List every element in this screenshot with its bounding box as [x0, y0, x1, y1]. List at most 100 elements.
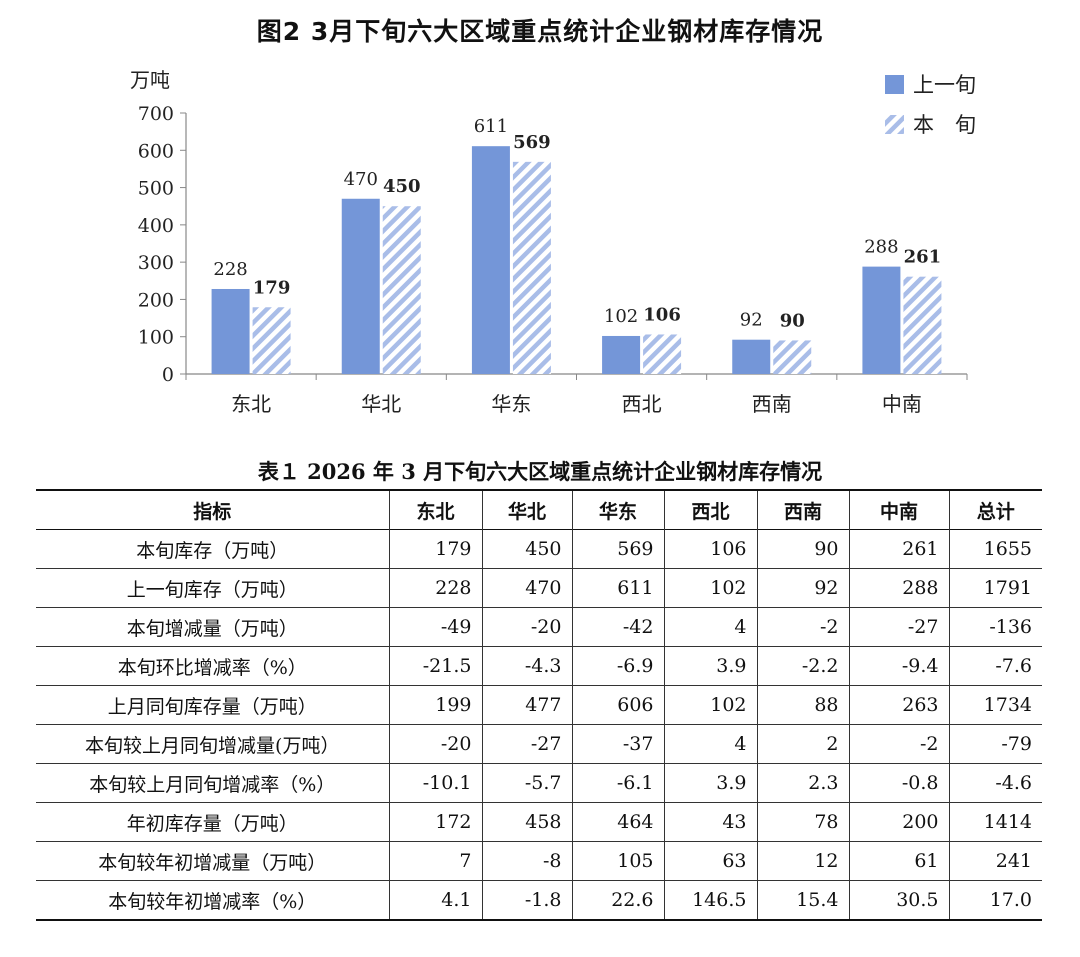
row-label: 本旬环比增减率（%） — [36, 646, 390, 686]
y-tick-label: 0 — [162, 364, 174, 386]
row-label: 本旬较年初增减率（%） — [36, 880, 390, 920]
row-label: 年初库存量（万吨） — [36, 802, 390, 842]
table-cell: -20 — [389, 724, 483, 764]
x-tick-label: 西南 — [752, 392, 792, 416]
y-tick-label: 500 — [138, 178, 174, 200]
table-row: 上一旬库存（万吨） 228 470 611 102 92 288 1791 — [36, 568, 1042, 608]
bar-previous-4 — [602, 335, 641, 374]
x-tick-label: 华北 — [361, 392, 401, 416]
table-cell: -49 — [389, 607, 483, 647]
table-cell: -20 — [482, 607, 573, 647]
table-cell: 88 — [757, 685, 850, 725]
table-cell: 7 — [389, 841, 483, 881]
header-cell: 总计 — [976, 500, 1015, 523]
table-cell: 102 — [664, 568, 758, 608]
header-cell: 指标 — [36, 490, 390, 530]
table-cell: 288 — [849, 568, 950, 608]
table-cell: -27 — [482, 724, 573, 764]
table-cell: 1734 — [983, 694, 1032, 716]
table-cell: -10.1 — [389, 763, 483, 803]
table-row: 本旬增减量（万吨） -49 -20 -42 4 -2 -27 -136 — [36, 607, 1042, 647]
y-tick-label: 100 — [138, 327, 174, 349]
table-row: 年初库存量（万吨） 172 458 464 43 78 200 1414 — [36, 802, 1042, 842]
x-tick-label: 东北 — [231, 392, 271, 416]
header-cell: 西南 — [757, 490, 850, 530]
table-cell: 1655 — [983, 538, 1032, 560]
row-label: 上一旬库存（万吨） — [36, 568, 390, 608]
table-cell: 200 — [849, 802, 950, 842]
row-label: 本旬库存（万吨） — [36, 529, 390, 569]
table-row: 本旬较上月同旬增减量(万吨） -20 -27 -37 4 2 -2 -79 — [36, 724, 1042, 764]
table-cell: -4.3 — [482, 646, 573, 686]
table-cell: -6.9 — [572, 646, 665, 686]
header-cell: 西北 — [664, 490, 758, 530]
y-tick-label: 600 — [138, 140, 174, 162]
table-cell: 228 — [389, 568, 483, 608]
table-cell: -136 — [989, 616, 1032, 638]
table-cell: 172 — [389, 802, 483, 842]
data-label: 470 — [344, 169, 378, 190]
x-tick-label: 华东 — [491, 392, 531, 416]
row-label: 本旬较上月同旬增减率（%） — [36, 763, 390, 803]
table-cell: 105 — [572, 841, 665, 881]
header-cell: 中南 — [849, 490, 950, 530]
table-cell: 2.3 — [757, 763, 850, 803]
data-label: 90 — [780, 310, 805, 331]
bar-previous-1 — [211, 288, 250, 374]
row-label: 上月同旬库存量（万吨） — [36, 685, 390, 725]
table-cell: -79 — [1001, 733, 1032, 755]
table-cell: 12 — [757, 841, 850, 881]
table-cell: 4 — [664, 607, 758, 647]
table-cell: 3.9 — [664, 646, 758, 686]
table-cell: -9.4 — [849, 646, 950, 686]
bar-current-3 — [512, 161, 551, 374]
data-label: 569 — [513, 132, 551, 153]
table-cell: 1414 — [983, 811, 1032, 833]
table-cell: -5.7 — [482, 763, 573, 803]
table-cell: 241 — [995, 850, 1032, 872]
row-label: 本旬较年初增减量（万吨） — [36, 841, 390, 881]
table-cell: -37 — [572, 724, 665, 764]
table-cell: 450 — [482, 529, 573, 569]
table-cell: 146.5 — [664, 880, 758, 920]
table-row: 上月同旬库存量（万吨） 199 477 606 102 88 263 1734 — [36, 685, 1042, 725]
table-cell: 199 — [389, 685, 483, 725]
table-cell: -6.1 — [572, 763, 665, 803]
table-cell: 15.4 — [757, 880, 850, 920]
table-cell: 1791 — [983, 577, 1032, 599]
table-cell: 569 — [572, 529, 665, 569]
table-cell: -2 — [849, 724, 950, 764]
bar-previous-6 — [862, 266, 901, 374]
table-cell: 477 — [482, 685, 573, 725]
table-cell: 22.6 — [572, 880, 665, 920]
table-cell: 179 — [389, 529, 483, 569]
y-axis-label: 万吨 — [130, 68, 170, 92]
table-cell: 30.5 — [849, 880, 950, 920]
table-cell: 102 — [664, 685, 758, 725]
legend-label: 本 旬 — [913, 113, 976, 137]
data-label: 288 — [864, 237, 898, 258]
row-label: 本旬较上月同旬增减量(万吨） — [36, 724, 390, 764]
row-label: 本旬增减量（万吨） — [36, 607, 390, 647]
table-row: 本旬库存（万吨） 179 450 569 106 90 261 1655 — [36, 529, 1042, 569]
table-cell: 611 — [572, 568, 665, 608]
table-cell: 78 — [757, 802, 850, 842]
legend-swatch — [885, 115, 904, 134]
table-cell: 61 — [849, 841, 950, 881]
bar-previous-5 — [732, 339, 771, 374]
table-cell: -27 — [849, 607, 950, 647]
table-row: 本旬较上月同旬增减率（%） -10.1 -5.7 -6.1 3.9 2.3 -0.8 -4.6 — [36, 763, 1042, 803]
x-tick-label: 西北 — [622, 392, 662, 416]
table-cell: 63 — [664, 841, 758, 881]
table-cell: 106 — [664, 529, 758, 569]
data-label: 92 — [740, 310, 763, 331]
inventory-table: 指标 东北 华北 华东 西北 西南 中南 总计 本旬库存（万吨） 179 450 56… — [36, 489, 1042, 921]
header-cell: 东北 — [389, 490, 483, 530]
table-header-row: 指标 东北 华北 华东 西北 西南 中南 总计 — [36, 490, 1042, 530]
table-cell: 90 — [757, 529, 850, 569]
bar-current-6 — [903, 276, 942, 374]
chart-title: 图2 3月下旬六大区域重点统计企业钢材库存情况 — [256, 17, 824, 46]
y-tick-label: 300 — [138, 252, 174, 274]
table-cell: 261 — [849, 529, 950, 569]
data-label: 228 — [213, 259, 247, 280]
